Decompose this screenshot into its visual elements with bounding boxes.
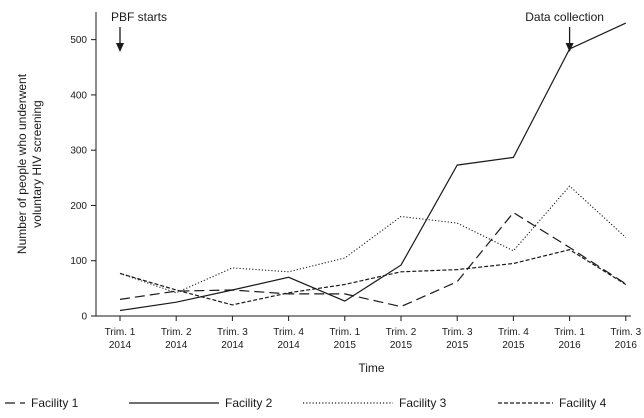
x-tick-label: Trim. 2 2015 xyxy=(386,327,417,351)
arrow-down-icon xyxy=(565,43,574,52)
x-tick-label: Trim. 1 2014 xyxy=(105,327,136,351)
y-axis-title: Number of people who underwentvoluntary … xyxy=(15,73,44,254)
y-tick-label: 200 xyxy=(70,201,87,212)
annotations: PBF starts Data collection xyxy=(111,10,604,52)
x-axis-ticks: Trim. 1 2014 Trim. 2 2014 Trim. 3 2014 Trim. 4… xyxy=(105,316,642,351)
x-tick-label: Trim. 3 2014 xyxy=(217,327,248,351)
x-tick-label: Trim. 3 2016 xyxy=(610,327,641,351)
legend-item: Facility 3 xyxy=(303,396,447,410)
legend-label: Facility 2 xyxy=(225,396,273,410)
y-tick-label: 0 xyxy=(81,312,87,323)
legend-label: Facility 3 xyxy=(399,396,447,410)
y-tick-label: 400 xyxy=(70,90,87,101)
annotation-label: PBF starts xyxy=(111,10,167,24)
x-tick-label: Trim. 1 2015 xyxy=(329,327,360,351)
x-tick-label: Trim. 2 2014 xyxy=(161,327,192,351)
arrow-down-icon xyxy=(116,43,124,52)
y-tick-label: 300 xyxy=(70,146,87,157)
legend: Facility 1 Facility 2 Facility 3 Facility 4 xyxy=(0,396,607,410)
x-tick-label: Trim. 1 2016 xyxy=(554,327,585,351)
legend-item: Facility 2 xyxy=(129,396,273,410)
annotation: PBF starts xyxy=(111,10,167,52)
legend-label: Facility 1 xyxy=(31,396,79,410)
y-tick-label: 500 xyxy=(70,35,87,46)
x-axis-title: Time xyxy=(358,361,385,375)
series-line-facility-3 xyxy=(119,185,627,294)
y-tick-label: 100 xyxy=(70,256,87,267)
annotation: Data collection xyxy=(525,10,604,52)
axes xyxy=(95,12,631,317)
x-tick-label: Trim. 4 2015 xyxy=(498,327,529,351)
annotation-label: Data collection xyxy=(525,10,604,24)
y-axis-ticks: 0 100 200 300 400 500 xyxy=(70,35,96,323)
series-line-facility-1 xyxy=(119,211,627,308)
series-layer xyxy=(119,22,627,312)
legend-label: Facility 4 xyxy=(559,396,607,410)
legend-item: Facility 1 xyxy=(0,396,79,410)
series-line-facility-2 xyxy=(119,22,627,312)
legend-item: Facility 4 xyxy=(498,396,607,410)
x-tick-label: Trim. 3 2015 xyxy=(442,327,473,351)
x-tick-label: Trim. 4 2014 xyxy=(273,327,304,351)
series-line-facility-4 xyxy=(119,249,627,306)
